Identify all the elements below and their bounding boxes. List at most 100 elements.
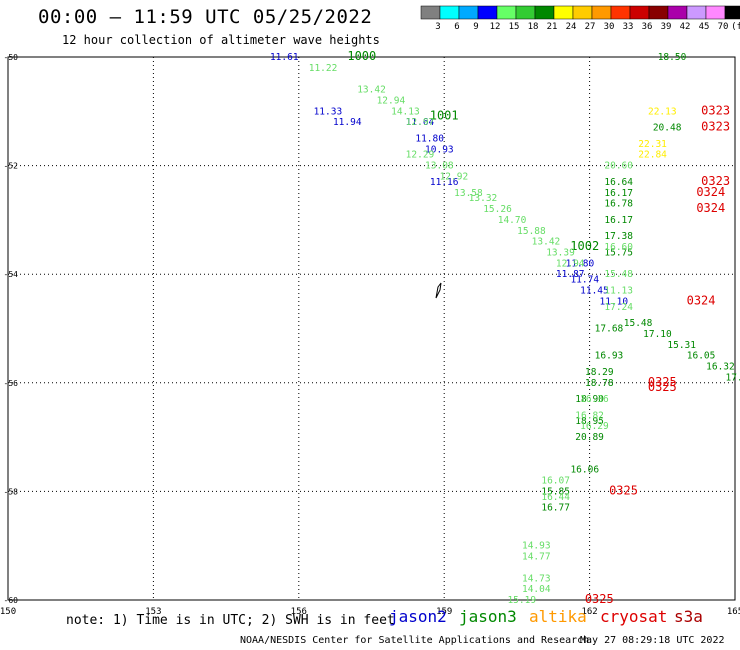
- colorbar-label: 27: [585, 22, 596, 32]
- data-label-jason3: 18.90: [575, 394, 604, 405]
- data-label-jason3-light: 11.22: [309, 63, 338, 74]
- data-label-jason3-light: 12.92: [440, 171, 469, 182]
- footer-timestamp: May 27 08:29:18 UTC 2022: [580, 635, 725, 646]
- data-label-jason3-light: 16.82: [575, 410, 604, 421]
- data-label-jason3-light: 13.42: [532, 237, 561, 248]
- island-outline: [435, 282, 442, 299]
- colorbar-swatch: [610, 5, 631, 20]
- data-label-jason3-light: 15.19: [507, 595, 536, 606]
- colorbar-label: 3: [435, 22, 440, 32]
- legend-cryosat: cryosat: [600, 607, 668, 626]
- data-label-altika: 22.84: [638, 150, 667, 161]
- data-label-jason3-light: 12.94: [377, 95, 406, 106]
- y-tick-label: -60: [4, 596, 19, 605]
- data-label-jason3: 20.48: [653, 123, 682, 134]
- data-label-jason3-light: 13.08: [425, 161, 454, 172]
- legend-jason2: jason2: [389, 607, 447, 626]
- data-label-cryosat: 0323: [701, 120, 730, 134]
- data-label-jason2: 11.87: [556, 269, 585, 280]
- data-label-jason3: 16.77: [541, 503, 570, 514]
- data-label-jason3-light: 15.48: [604, 269, 633, 280]
- colorbar-swatch: [534, 5, 555, 20]
- data-label-cryosat: 0325: [609, 483, 638, 497]
- colorbar-swatch: [458, 5, 479, 20]
- data-label-jason3: 16.78: [604, 199, 633, 210]
- data-label-jason3: 16.17: [604, 188, 633, 199]
- colorbar-swatch: [724, 5, 740, 20]
- data-label-jason2: 11.16: [430, 177, 459, 188]
- data-label-jason3: 16.64: [604, 177, 633, 188]
- x-tick-label: 150: [0, 607, 16, 617]
- colorbar-swatch: [515, 5, 536, 20]
- y-tick-label: -52: [4, 162, 19, 171]
- plot-frame: [7, 56, 736, 601]
- legend-s3a: s3a: [674, 607, 703, 626]
- data-label-jason3-light: 14.77: [522, 552, 551, 563]
- x-tick-label: 159: [436, 607, 452, 617]
- data-label-jason3: 17.10: [643, 329, 672, 340]
- data-label-altika: 22.31: [638, 139, 667, 150]
- data-label-jason3: 18.78: [585, 378, 614, 389]
- colorbar-swatch: [648, 5, 669, 20]
- x-tick-label: 162: [581, 607, 597, 617]
- colorbar-label: 42: [680, 22, 691, 32]
- data-label-jason3-light: 16.60: [604, 242, 633, 253]
- data-label-jason3-light: 16.29: [580, 421, 609, 432]
- data-label-cryosat: 0325: [648, 380, 677, 394]
- data-label-jason2: 11.80: [566, 258, 595, 269]
- data-label-jason3-light: 11.13: [604, 285, 633, 296]
- data-label-jason3-light: 14.70: [498, 215, 527, 226]
- data-label-jason3-light: 12.29: [406, 150, 435, 161]
- data-label-jason3: 16.32: [706, 362, 735, 373]
- x-tick-label: 153: [145, 607, 161, 617]
- data-label-jason2: 11.80: [415, 133, 444, 144]
- data-label-jason3: 1000: [347, 49, 376, 63]
- data-label-jason2: 11.10: [600, 296, 629, 307]
- legend-altika: altika: [529, 607, 587, 626]
- data-label-jason3-light: 15.26: [483, 204, 512, 215]
- colorbar-swatch: [705, 5, 726, 20]
- y-tick-label: -56: [4, 379, 19, 388]
- data-label-jason3: 1002: [570, 239, 599, 253]
- footer-credit: NOAA/NESDIS Center for Satellite Applica…: [240, 635, 590, 646]
- data-label-jason2: 11.94: [333, 117, 362, 128]
- colorbar-label: 30: [604, 22, 615, 32]
- data-label-jason3-light: 15.88: [517, 226, 546, 237]
- colorbar-swatch: [591, 5, 612, 20]
- data-label-jason3-light: 14.93: [522, 541, 551, 552]
- data-label-jason3-light: 13.32: [469, 193, 498, 204]
- data-label-jason3: 1001: [430, 109, 459, 123]
- data-label-jason3-light: 16.44: [541, 492, 570, 503]
- data-label-jason2: 11.64: [406, 117, 435, 128]
- colorbar-label: 24: [566, 22, 577, 32]
- data-label-jason2: 11.74: [570, 275, 599, 286]
- data-label-jason3-light: 13.39: [546, 247, 575, 258]
- y-tick-label: -54: [4, 270, 19, 279]
- y-tick-label: -58: [4, 487, 19, 496]
- colorbar-label: (ft): [731, 22, 740, 32]
- data-label-jason3-light: 12.94: [556, 258, 585, 269]
- data-label-jason3: 16.05: [687, 351, 716, 362]
- data-label-cryosat: 0323: [701, 103, 730, 117]
- x-tick-label: 156: [291, 607, 307, 617]
- data-label-jason3-light: 17.24: [604, 302, 633, 313]
- data-label-jason3: 15.85: [541, 486, 570, 497]
- colorbar-label: 18: [528, 22, 539, 32]
- data-label-jason3: 17.38: [604, 231, 633, 242]
- colorbar-label: 70: [718, 22, 729, 32]
- colorbar-label: 12: [490, 22, 501, 32]
- data-label-jason3: 16.06: [570, 465, 599, 476]
- data-label-cryosat: 0324: [696, 185, 725, 199]
- data-label-jason3: 17.68: [595, 324, 624, 335]
- colorbar-swatch: [629, 5, 650, 20]
- data-label-jason3-light: 20.60: [604, 161, 633, 172]
- data-label-jason2: 11.45: [580, 285, 609, 296]
- colorbar-label: 21: [547, 22, 558, 32]
- colorbar-swatch: [553, 5, 574, 20]
- colorbar-swatch: [686, 5, 707, 20]
- chart-subtitle: 12 hour collection of altimeter wave hei…: [62, 33, 380, 47]
- colorbar-label: 9: [473, 22, 478, 32]
- data-label-cryosat: 0325: [648, 375, 677, 389]
- data-label-jason3: 15.31: [667, 340, 696, 351]
